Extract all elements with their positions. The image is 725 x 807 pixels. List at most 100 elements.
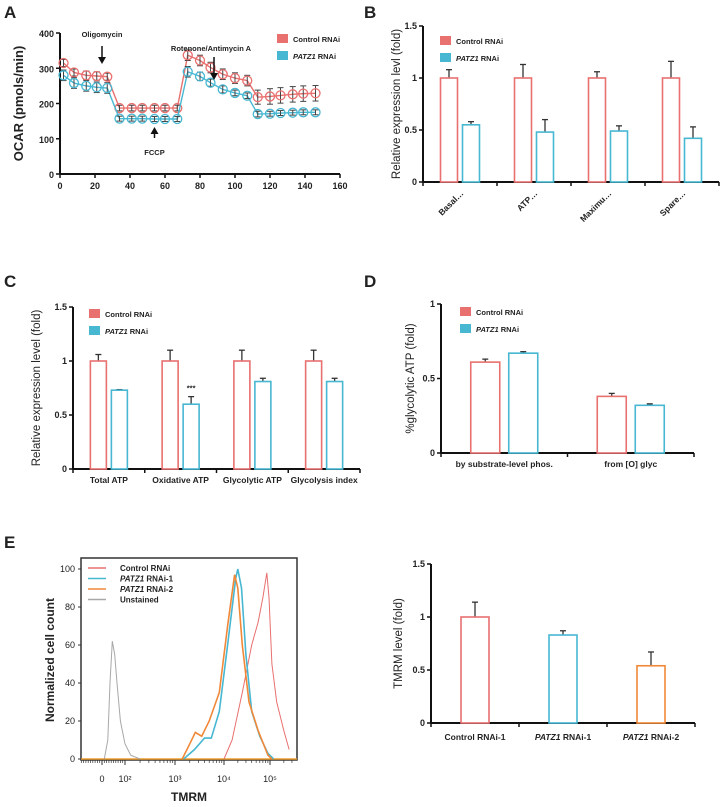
y-tick-label: 1 <box>412 73 417 83</box>
x-tick-label: 20 <box>90 181 100 191</box>
data-point <box>275 107 286 119</box>
y-tick-label: 0 <box>62 464 67 474</box>
legend-label: PATZ1 RNAi <box>476 325 519 334</box>
x-tick-label: ATP… <box>515 188 540 213</box>
legend-swatch <box>440 36 451 45</box>
chart-panel-e-right: 0 0.5 1 1.5 TMRM level (fold) Control RNAi-1 P… <box>393 559 696 742</box>
data-point <box>242 75 253 86</box>
data-point <box>194 71 206 82</box>
x-tick-label: 160 <box>332 181 347 191</box>
data-point <box>310 88 321 99</box>
label-rest: RNAi-1 <box>144 575 173 584</box>
legend-label: PATZ1 RNAi-1 <box>120 575 174 584</box>
label-rest: RNAi-2 <box>648 732 679 742</box>
histogram-curve <box>103 641 141 760</box>
x-tick-label: 100 <box>227 181 242 191</box>
data-point <box>91 82 102 93</box>
panel-label-d: D <box>364 272 376 291</box>
legend-label: PATZ1 RNAi <box>456 54 499 63</box>
data-point <box>58 57 69 69</box>
arrow-head-icon <box>150 127 159 134</box>
label-rest: RNAi-2 <box>144 585 173 594</box>
bar <box>439 77 459 183</box>
data-point <box>91 70 102 82</box>
x-axis-label: TMRM <box>171 790 207 804</box>
x-tick-label: PATZ1 RNAi-1 <box>535 732 592 742</box>
y-tick-label: 0.5 <box>404 125 417 135</box>
y-tick-label: 0 <box>420 718 425 728</box>
bar <box>683 137 703 183</box>
data-point <box>252 92 263 103</box>
x-tick-label: Glycolytic ATP <box>223 475 282 485</box>
data-point <box>159 113 171 125</box>
bar <box>254 380 272 470</box>
y-tick-label: 100 <box>60 564 75 574</box>
bar <box>460 616 490 724</box>
annotation-label: FCCP <box>144 148 164 157</box>
x-tick-label: 0 <box>57 181 62 191</box>
bar <box>110 389 129 470</box>
legend-swatch <box>277 34 288 43</box>
data-point <box>287 107 298 118</box>
data-point <box>242 90 253 101</box>
bar <box>587 77 607 183</box>
bar <box>469 361 501 454</box>
data-point <box>194 55 206 66</box>
bar <box>233 360 251 470</box>
panel-label-c: C <box>4 272 16 291</box>
bar <box>596 395 628 454</box>
gene-name: PATZ1 <box>293 52 316 61</box>
y-axis-label: OCAR (pmols/min) <box>11 46 26 162</box>
data-point <box>81 80 92 92</box>
data-point <box>205 77 216 88</box>
x-tick-label: 140 <box>297 181 312 191</box>
legend-label: Control RNAi <box>105 310 152 319</box>
legend-swatch <box>89 326 100 335</box>
legend-label: Control RNAi <box>120 564 170 573</box>
legend-label: Control RNAi <box>456 37 503 46</box>
panel-label-b: B <box>364 3 376 22</box>
series-path <box>63 54 316 109</box>
gene-name: PATZ1 <box>105 327 128 336</box>
data-point <box>298 88 309 99</box>
y-axis-label: %glycolytic ATP (fold) <box>405 323 417 433</box>
y-axis-label: Relative expression levl (fold) <box>391 29 403 179</box>
data-point <box>229 72 241 84</box>
y-tick-label: 1.5 <box>54 302 67 312</box>
y-tick-label: 300 <box>39 64 54 74</box>
bar <box>548 634 578 724</box>
x-tick-label: 40 <box>125 181 135 191</box>
data-point <box>137 102 148 114</box>
y-tick-label: 40 <box>65 678 75 688</box>
y-axis-label: Normalized cell count <box>43 598 57 722</box>
gene-name: PATZ1 <box>120 575 145 584</box>
y-axis-label: TMRM level (fold) <box>393 598 405 689</box>
y-tick-label: 200 <box>39 100 54 110</box>
bar <box>161 360 179 470</box>
data-point <box>264 108 276 119</box>
data-point <box>114 113 125 124</box>
bar <box>535 131 555 183</box>
legend-swatch <box>89 309 100 318</box>
gene-name: PATZ1 <box>476 325 499 334</box>
bar <box>89 360 108 470</box>
data-point <box>126 102 137 114</box>
data-point <box>68 77 80 89</box>
data-point <box>298 107 309 118</box>
x-tick-label: Total ATP <box>90 475 128 485</box>
bar <box>513 77 533 183</box>
legend-swatch <box>277 51 288 60</box>
x-tick-label: PATZ1 RNAi-2 <box>623 732 680 742</box>
y-tick-label: 0 <box>412 177 417 187</box>
chart-panel-a: 0 100 200 300 400 0 20 40 60 80 100 120 140 160 OCAR (… <box>11 29 348 191</box>
data-point <box>81 70 92 81</box>
series-line <box>58 49 321 114</box>
x-tick-label: 10³ <box>168 774 181 784</box>
x-tick-label: by substrate-level phos. <box>456 459 553 469</box>
x-tick-label: 10⁵ <box>263 774 277 784</box>
y-tick-label: 0 <box>430 448 435 458</box>
y-tick-label: 0.5 <box>422 374 435 384</box>
histogram-curve <box>181 574 273 760</box>
legend-label: PATZ1 RNAi-2 <box>120 585 174 594</box>
